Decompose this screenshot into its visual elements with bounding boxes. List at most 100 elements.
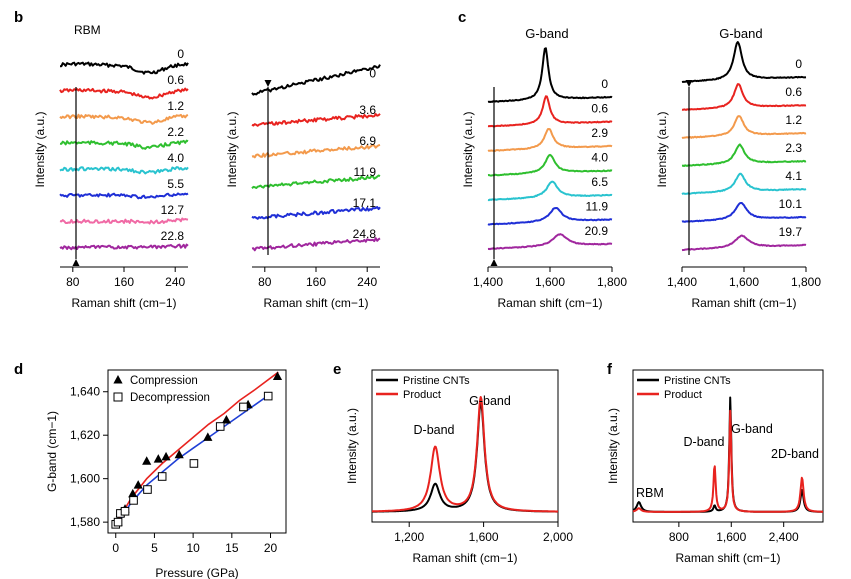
y-axis-label: Intensity (a.u.) <box>33 111 47 187</box>
y-axis-label: Intensity (a.u.) <box>345 408 359 484</box>
compression-point <box>272 371 283 381</box>
x-tick-label: 240 <box>165 275 185 289</box>
spectrum-line <box>60 61 189 75</box>
x-tick-label: 160 <box>114 275 134 289</box>
y-tick-label: 1,640 <box>70 385 100 399</box>
band-annotation: G-band <box>731 422 773 436</box>
spectrum-line <box>59 139 189 150</box>
plot-frame <box>371 369 559 523</box>
compression-point <box>133 480 143 489</box>
compression-point <box>203 432 213 441</box>
g-band-annotation: G-band <box>525 26 568 41</box>
panel-letter-e: e <box>333 361 341 378</box>
panel-letter-c: c <box>458 9 466 26</box>
plot-frame <box>107 369 287 534</box>
legend-label: Compression <box>130 375 198 387</box>
spectrum-line <box>251 206 381 220</box>
compression-point <box>161 451 171 461</box>
spectrum-line <box>59 192 189 200</box>
pressure-label: 2.2 <box>167 125 184 139</box>
y-tick-label: 1,580 <box>70 515 100 529</box>
pressure-label: 10.1 <box>779 197 803 211</box>
pressure-label: 0 <box>795 57 802 71</box>
x-tick-label: 10 <box>186 541 200 555</box>
decompression-point <box>157 472 167 481</box>
spectrum-line <box>59 166 189 175</box>
spectrum-line <box>371 401 559 513</box>
y-tick-label: 1,620 <box>70 428 100 442</box>
pressure-label: 4.1 <box>785 169 802 183</box>
spectrum-line <box>487 180 613 202</box>
pressure-label: 19.7 <box>779 225 803 239</box>
spectrum-line <box>487 233 613 251</box>
x-axis-label: Raman shift (cm−1) <box>412 551 517 565</box>
shift-arrow-head <box>72 259 80 266</box>
band-annotation: RBM <box>636 486 664 500</box>
panel-letters: b c d e f <box>14 9 613 378</box>
spectrum-line <box>59 87 189 100</box>
panel-letter-d: d <box>14 361 23 378</box>
pressure-label: 6.9 <box>359 134 376 148</box>
x-tick-label: 1,800 <box>597 275 627 289</box>
pressure-label: 4.0 <box>167 151 184 165</box>
x-tick-label: 1,800 <box>791 275 821 289</box>
shift-arrow-head <box>490 259 498 266</box>
x-tick-label: 80 <box>258 275 272 289</box>
spectrum-line <box>251 113 381 127</box>
pressure-label: 1.2 <box>167 99 184 113</box>
spectrum-line <box>59 113 189 125</box>
y-axis-label: Intensity (a.u.) <box>225 111 239 187</box>
fit-line <box>115 393 271 527</box>
x-tick-label: 2,000 <box>543 530 573 544</box>
spectrum-line <box>632 409 824 513</box>
compression-point <box>142 456 152 465</box>
legend-label: Pristine CNTs <box>403 375 470 387</box>
legend-label: Decompression <box>130 392 210 404</box>
compression-point <box>153 454 163 463</box>
decompression-point <box>215 422 225 431</box>
compression-point <box>221 414 232 424</box>
spectrum-line <box>487 95 613 128</box>
pressure-label: 2.3 <box>785 141 802 155</box>
x-tick-label: 1,600 <box>469 530 499 544</box>
x-tick-label: 0 <box>112 541 119 555</box>
pressure-label: 5.5 <box>167 177 184 191</box>
pressure-label: 20.9 <box>585 224 609 238</box>
pressure-label: 11.9 <box>586 200 609 214</box>
pressure-label: 1.2 <box>785 113 802 127</box>
spectrum-line <box>487 207 613 226</box>
pressure-label: 11.9 <box>354 165 377 179</box>
band-annotation: G-band <box>469 394 511 408</box>
pressure-label: 6.5 <box>591 175 608 189</box>
x-axis: 1,200 1,600 2,000 Raman shift (cm−1) Intensi… <box>345 369 573 565</box>
spectrum-line <box>681 115 807 140</box>
x-tick-label: 1,400 <box>667 275 697 289</box>
spectrum-line <box>681 143 807 167</box>
legend-label: Product <box>664 389 702 401</box>
x-tick-label: 5 <box>151 541 158 555</box>
spectrum-line <box>251 237 381 252</box>
legend-marker-compression <box>113 375 123 384</box>
plots: 80 160 240 Raman shift (cm−1) Intensity (a.u… <box>33 23 824 579</box>
g-band-annotation: G-band <box>719 26 762 41</box>
decompression-point <box>189 459 199 468</box>
spectrum-line <box>371 396 559 513</box>
legend-marker-decompression <box>113 392 123 402</box>
y-axis-label: Intensity (a.u.) <box>606 408 620 484</box>
spectrum-line <box>487 47 613 103</box>
x-axis-label: Raman shift (cm−1) <box>71 296 176 310</box>
x-axis-label: Raman shift (cm−1) <box>497 296 602 310</box>
plot-frame <box>632 369 824 523</box>
x-tick-label: 1,600 <box>716 530 746 544</box>
x-tick-label: 240 <box>357 275 377 289</box>
band-annotation: 2D-band <box>771 447 819 461</box>
pressure-label: 4.0 <box>591 151 608 165</box>
decompression-point <box>263 391 273 401</box>
legend-label: Product <box>403 389 441 401</box>
x-axis: 80 160 240 Raman shift (cm−1) Intensity (a.u… <box>33 111 188 310</box>
x-axis: 800 1,600 2,400 Raman shift (cm−1) Intensity… <box>606 369 824 565</box>
pressure-label: 0 <box>369 67 376 81</box>
y-axis-label: Intensity (a.u.) <box>655 111 669 187</box>
x-tick-label: 1,200 <box>394 530 424 544</box>
spectrum-line <box>487 153 613 177</box>
